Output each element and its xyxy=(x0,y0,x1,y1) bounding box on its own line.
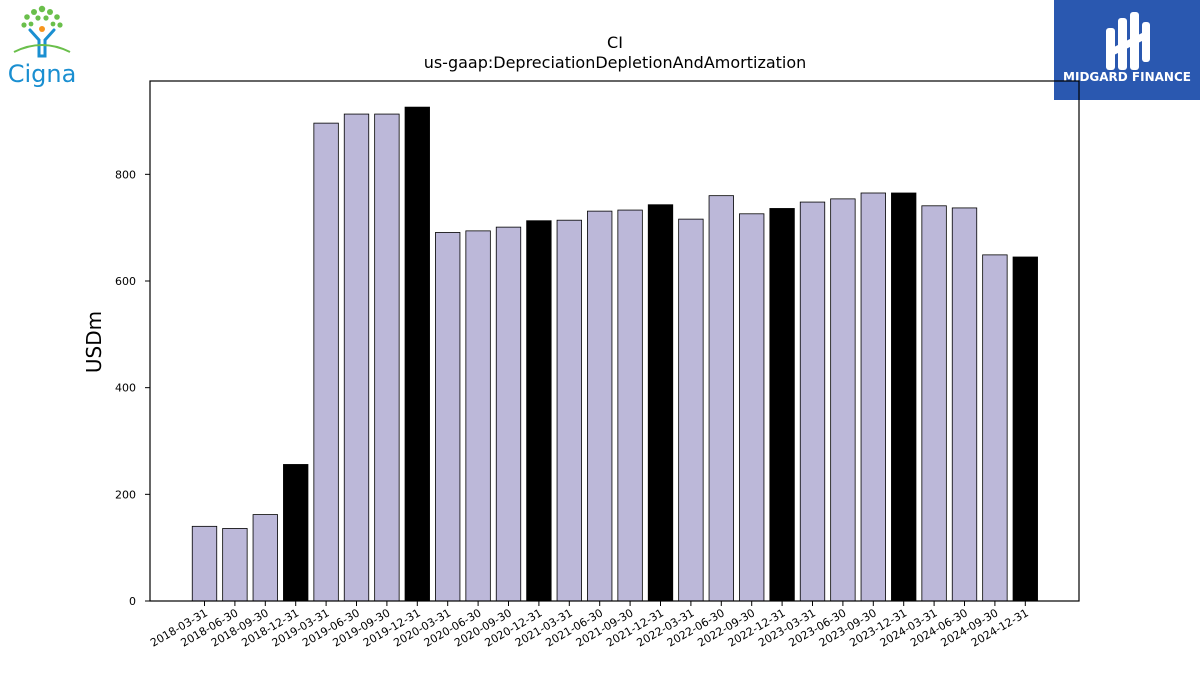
bar-2019-12-31 xyxy=(404,106,430,602)
bar-2022-06-30 xyxy=(708,195,734,602)
bar-2021-03-31 xyxy=(556,219,582,602)
bar-2020-06-30 xyxy=(465,230,491,602)
bar-2024-12-31 xyxy=(1012,256,1038,602)
y-axis-label: USDm xyxy=(82,311,106,373)
bar-2021-06-30 xyxy=(587,210,613,602)
plot-frame xyxy=(149,80,1080,602)
midgard-logo-text: MIDGARD FINANCE xyxy=(1063,70,1191,84)
y-tick-label: 0 xyxy=(129,595,136,608)
bar-2024-09-30 xyxy=(982,254,1008,602)
bar-2018-09-30 xyxy=(252,514,278,602)
bar-2019-06-30 xyxy=(343,113,370,602)
y-axis-ticks: 0 200 400 600 800 xyxy=(115,168,150,608)
bar-2021-12-31 xyxy=(647,204,674,602)
bar-2020-12-31 xyxy=(526,220,552,602)
bar-series xyxy=(191,106,1038,602)
midgard-emblem-icon: MIDGARD FINANCE xyxy=(1063,12,1191,84)
bar-2020-03-31 xyxy=(435,232,461,602)
y-tick-label: 800 xyxy=(115,168,136,181)
x-axis-ticks: 2018-03-312018-06-302018-09-302018-12-31… xyxy=(148,601,1031,650)
bar-2023-09-30 xyxy=(860,192,886,602)
y-tick-label: 200 xyxy=(115,488,136,501)
bar-2023-12-31 xyxy=(891,192,917,602)
bar-2018-06-30 xyxy=(222,528,248,602)
bar-2023-03-31 xyxy=(799,201,826,602)
chart-subtitle: us-gaap:DepreciationDepletionAndAmortiza… xyxy=(424,53,807,72)
cigna-tree-icon: Cigna xyxy=(8,5,77,88)
bar-2020-09-30 xyxy=(495,226,522,602)
cigna-logo-text: Cigna xyxy=(8,60,77,88)
bar-2023-06-30 xyxy=(830,198,856,602)
bar-2022-12-31 xyxy=(769,208,795,602)
cigna-logo: Cigna xyxy=(0,0,84,92)
bar-2018-03-31 xyxy=(191,525,218,602)
y-tick-label: 600 xyxy=(115,275,136,288)
bar-2018-12-31 xyxy=(283,464,309,602)
bar-2019-09-30 xyxy=(374,113,400,602)
midgard-finance-logo: MIDGARD FINANCE xyxy=(1054,0,1200,100)
bar-2022-03-31 xyxy=(678,218,704,602)
chart-title: CI xyxy=(607,33,623,52)
y-tick-label: 400 xyxy=(115,382,136,395)
bar-2024-03-31 xyxy=(921,205,947,602)
bar-2021-09-30 xyxy=(617,209,643,602)
bar-2022-09-30 xyxy=(739,213,765,602)
bar-2024-06-30 xyxy=(951,207,978,602)
bar-2019-03-31 xyxy=(313,122,339,602)
